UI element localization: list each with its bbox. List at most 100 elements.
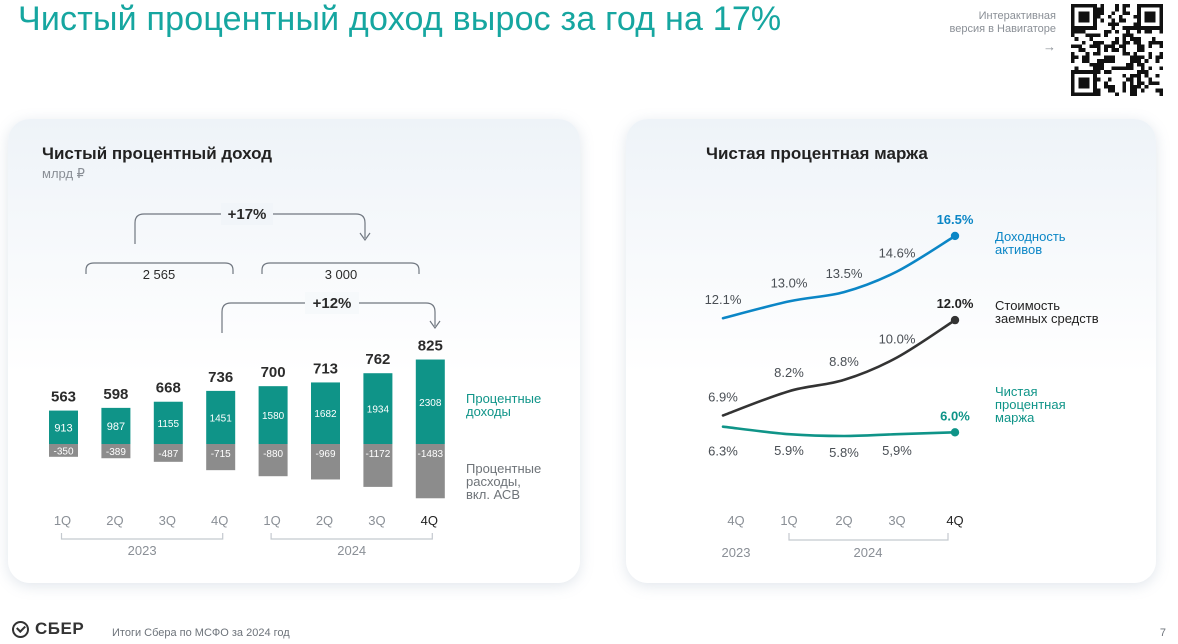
series-end-marker xyxy=(950,315,960,325)
page-title: Чистый процентный доход вырос за год на … xyxy=(18,0,782,38)
legend-label: вкл. АСВ xyxy=(466,487,520,502)
data-label: 6.3% xyxy=(708,444,738,459)
income-value-label: 1934 xyxy=(367,405,390,416)
total-2023-label: 2 565 xyxy=(143,267,176,282)
expense-bar xyxy=(258,444,288,477)
data-label: 13.0% xyxy=(771,275,808,290)
x-tick-label: 4Q xyxy=(421,513,438,528)
data-label: 6.0% xyxy=(940,408,970,423)
data-label: 5.9% xyxy=(774,443,804,458)
data-label: 5.8% xyxy=(829,445,859,460)
year-bracket xyxy=(270,533,433,540)
data-label: 10.0% xyxy=(879,332,916,347)
expense-bar xyxy=(311,444,340,480)
legend-label: процентная xyxy=(995,397,1066,412)
legend-label: Процентные xyxy=(466,461,541,476)
x-tick-label: 1Q xyxy=(263,513,280,528)
expense-bar xyxy=(206,444,236,471)
total-value-label: 668 xyxy=(156,380,181,397)
legend-label: Доходность xyxy=(995,229,1066,244)
data-label: 8.2% xyxy=(774,365,804,380)
income-bar xyxy=(415,359,445,444)
series-line xyxy=(721,234,957,320)
x-tick-label: 3Q xyxy=(159,513,176,528)
data-label: 13.5% xyxy=(826,266,863,281)
year-bracket xyxy=(788,533,949,541)
q-growth-label-bg xyxy=(305,292,359,314)
total-value-label: 762 xyxy=(365,351,390,368)
expense-bar xyxy=(363,444,393,487)
legend-label: маржа xyxy=(995,410,1035,425)
legend-label: расходы, xyxy=(466,474,521,489)
net-interest-income-panel: Чистый процентный доход млрд ₽ xyxy=(8,119,580,583)
expense-bar xyxy=(49,444,78,457)
legend-label: заемных средств xyxy=(995,311,1099,326)
arrow-head-icon xyxy=(359,232,371,242)
series-end-marker xyxy=(950,231,960,241)
data-label: 12.0% xyxy=(937,296,974,311)
expense-value-label: -350 xyxy=(53,446,73,457)
x-tick-label: 4Q xyxy=(727,513,744,528)
total-2024-label: 3 000 xyxy=(325,267,358,282)
year-label: 2023 xyxy=(128,543,157,558)
sber-logo: СБЕР xyxy=(12,619,84,639)
legend-label: Чистая xyxy=(995,384,1038,399)
expense-value-label: -1172 xyxy=(365,449,390,460)
x-tick-label: 3Q xyxy=(368,513,385,528)
income-bar xyxy=(258,386,288,444)
x-tick-label: 1Q xyxy=(780,513,797,528)
legend-label: доходы xyxy=(466,404,511,419)
income-bar xyxy=(101,407,131,444)
total-value-label: 825 xyxy=(418,338,443,355)
navigator-link-line2: версия в Навигаторе xyxy=(949,23,1056,35)
total-value-label: 700 xyxy=(261,364,286,381)
total-value-label: 563 xyxy=(51,389,76,406)
data-label: 6.9% xyxy=(708,389,738,404)
total-value-label: 736 xyxy=(208,369,233,386)
expense-bar xyxy=(153,444,183,462)
expense-value-label: -487 xyxy=(158,449,178,460)
year-label: 2024 xyxy=(337,543,366,558)
income-bar xyxy=(49,410,78,444)
income-bar xyxy=(311,382,340,444)
x-tick-label: 4Q xyxy=(211,513,228,528)
data-label: 12.1% xyxy=(705,292,742,307)
income-value-label: 913 xyxy=(54,422,72,434)
footer-caption: Итоги Сбера по МСФО за 2024 год xyxy=(112,627,290,639)
x-tick-label: 1Q xyxy=(54,513,71,528)
year-bracket xyxy=(60,533,224,540)
expense-bar xyxy=(415,444,445,499)
x-tick-label: 4Q xyxy=(946,513,963,528)
legend-label: Стоимость xyxy=(995,298,1060,313)
income-value-label: 987 xyxy=(107,421,125,433)
expense-value-label: -880 xyxy=(263,449,283,460)
qr-code-icon[interactable] xyxy=(1071,4,1163,96)
year-label: 2024 xyxy=(854,545,883,560)
data-label: 14.6% xyxy=(879,245,916,260)
data-label: 5,9% xyxy=(882,443,912,458)
data-label: 8.8% xyxy=(829,354,859,369)
income-bar xyxy=(363,373,393,444)
income-value-label: 1682 xyxy=(314,409,337,420)
arrow-head-icon xyxy=(429,320,441,330)
yoy-growth-label: +17% xyxy=(228,206,267,223)
series-end-marker xyxy=(950,428,960,437)
x-tick-label: 2Q xyxy=(835,513,852,528)
net-interest-income-title: Чистый процентный доход xyxy=(42,144,273,163)
series-line xyxy=(721,425,957,438)
navigator-link[interactable]: Интерактивная версия в Навигаторе → xyxy=(950,10,1056,53)
sber-logo-text: СБЕР xyxy=(35,619,85,638)
arrow-right-icon[interactable]: → xyxy=(1043,39,1056,54)
income-value-label: 1580 xyxy=(262,411,285,422)
year-label: 2023 xyxy=(722,545,751,560)
data-label: 16.5% xyxy=(937,212,974,227)
net-interest-margin-panel: Чистая процентная маржа xyxy=(626,119,1156,583)
x-tick-label: 2Q xyxy=(106,513,123,528)
total-2023-bracket xyxy=(85,262,234,274)
q-growth-label: +12% xyxy=(313,295,352,312)
yoy-growth-label-bg xyxy=(221,203,273,225)
net-interest-margin-title: Чистая процентная маржа xyxy=(706,144,928,163)
x-tick-label: 2Q xyxy=(316,513,333,528)
total-value-label: 713 xyxy=(313,360,338,377)
